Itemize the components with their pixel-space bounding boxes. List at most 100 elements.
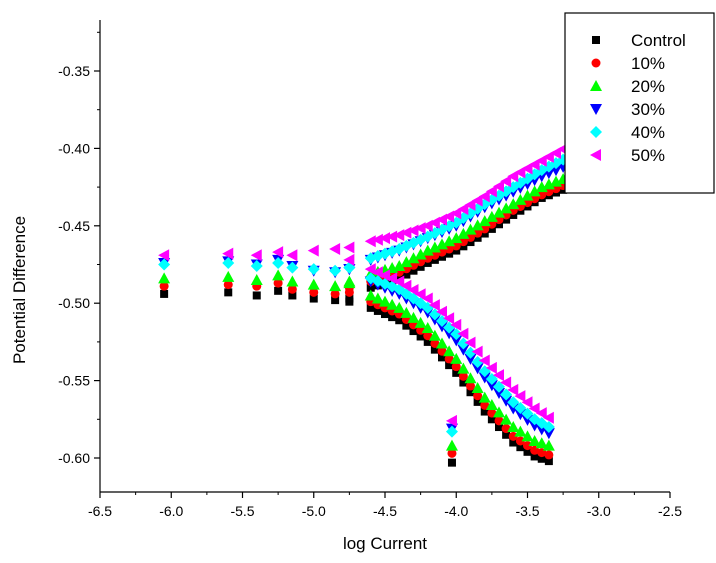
x-tick-label: -2.5: [658, 503, 682, 519]
data-point: [530, 194, 540, 204]
data-point: [393, 275, 405, 288]
data-point: [421, 321, 434, 333]
x-tick-label: -4.0: [444, 503, 468, 519]
data-point: [288, 291, 297, 300]
data-point: [590, 149, 601, 161]
data-point: [438, 353, 446, 362]
data-point: [450, 318, 462, 331]
data-point: [330, 289, 340, 299]
data-point: [400, 226, 412, 239]
data-point: [508, 431, 518, 441]
data-point: [307, 263, 320, 276]
data-point: [407, 224, 419, 237]
data-point: [507, 396, 520, 409]
y-tick-label: -0.50: [58, 295, 90, 311]
data-point: [443, 328, 456, 340]
data-point: [466, 238, 475, 247]
data-point: [407, 252, 420, 264]
data-point: [450, 328, 463, 341]
data-point: [542, 439, 555, 451]
data-point: [423, 258, 432, 267]
data-point: [402, 270, 411, 279]
data-point: [373, 306, 382, 315]
data-point: [523, 447, 532, 456]
y-tick-label: -0.40: [58, 140, 90, 156]
data-point: [516, 443, 525, 452]
data-point: [386, 230, 398, 243]
data-point: [509, 210, 518, 219]
data-point: [537, 190, 547, 200]
data-point: [500, 202, 513, 214]
data-point: [395, 316, 404, 325]
data-point: [445, 425, 458, 438]
data-point: [478, 372, 491, 384]
data-point: [274, 286, 283, 295]
y-tick-label: -0.55: [58, 373, 90, 389]
data-point: [381, 310, 389, 319]
data-point: [416, 262, 425, 271]
data-point: [528, 158, 540, 171]
data-point: [480, 229, 489, 238]
data-point: [542, 428, 555, 440]
x-axis-title: log Current: [343, 534, 427, 553]
data-point: [485, 398, 498, 410]
data-point: [464, 372, 477, 384]
data-point: [515, 436, 525, 446]
data-point: [493, 369, 504, 382]
data-point: [309, 294, 318, 303]
data-point: [343, 253, 355, 266]
data-point: [495, 423, 503, 432]
data-point: [544, 187, 554, 197]
data-point: [485, 380, 498, 392]
data-point: [445, 249, 454, 258]
data-point: [473, 228, 483, 238]
data-point: [521, 189, 534, 201]
data-point: [443, 235, 456, 247]
data-point: [158, 272, 171, 284]
data-point: [307, 244, 319, 257]
data-point: [416, 257, 426, 267]
data-point: [443, 312, 455, 325]
data-point: [550, 147, 561, 160]
data-point: [535, 154, 547, 167]
data-point: [514, 193, 527, 205]
data-point: [464, 198, 476, 211]
x-tick-label: -3.0: [587, 503, 611, 519]
data-point: [471, 381, 484, 393]
data-point: [287, 284, 297, 294]
data-point: [507, 421, 520, 433]
data-point: [493, 387, 505, 399]
data-point: [466, 388, 475, 397]
data-point: [272, 256, 285, 269]
data-point: [436, 337, 448, 349]
data-point: [273, 278, 283, 288]
legend-label: 20%: [631, 77, 665, 96]
data-point: [535, 437, 548, 449]
legend: Control 10% 20% 30% 40% 50%: [564, 12, 715, 194]
legend-label: Control: [631, 31, 686, 50]
legend-item: Control: [592, 31, 686, 50]
data-point: [471, 356, 484, 369]
data-point: [457, 344, 470, 356]
y-axis-title: Potential Difference: [10, 216, 29, 364]
data-point: [487, 224, 496, 233]
series-10-percent: [159, 177, 575, 460]
y-tick-label: -0.35: [58, 63, 90, 79]
data-point: [485, 361, 497, 374]
data-point: [514, 166, 526, 179]
data-point: [544, 457, 553, 466]
data-point: [500, 175, 512, 188]
data-point: [444, 354, 454, 364]
data-point: [478, 354, 490, 367]
data-point: [430, 255, 439, 264]
legend-item: 30%: [590, 100, 665, 119]
data-point: [407, 284, 419, 297]
data-point: [457, 227, 470, 239]
data-point: [252, 291, 261, 300]
data-point: [224, 288, 233, 297]
legend-label: 40%: [631, 123, 665, 142]
data-point: [428, 299, 440, 312]
data-point: [366, 303, 375, 312]
data-point: [464, 353, 477, 365]
